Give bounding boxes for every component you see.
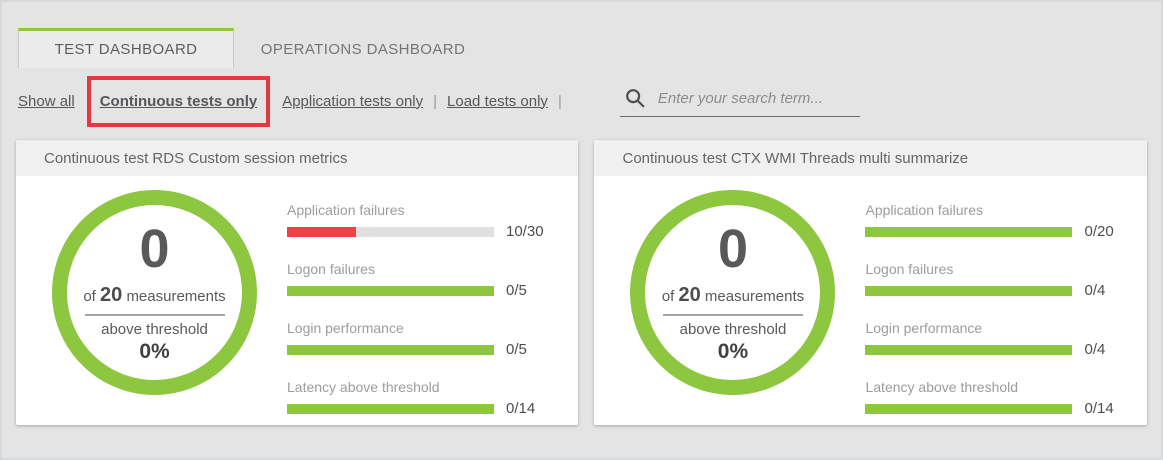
bar-fill [865, 344, 1073, 355]
bar-track [865, 226, 1073, 237]
bar-fill [865, 226, 1073, 237]
cards-row: Continuous test RDS Custom session metri… [16, 140, 1147, 425]
metric-application-failures: Application failures 0/20 [865, 202, 1114, 240]
metric-value: 0/4 [1084, 341, 1106, 358]
donut-divider [662, 313, 803, 316]
highlight-box: Continuous tests only [86, 75, 271, 127]
filter-row: Show all Continuous tests only Applicati… [18, 75, 1161, 127]
metric-value: 0/5 [506, 341, 527, 358]
card-ctx-wmi-threads-multi-summarize[interactable]: Continuous test CTX WMI Threads multi su… [594, 140, 1147, 425]
donut-of-line: of 20 measurements [83, 283, 226, 306]
donut-gauge: 0 of 20 measurements above threshold 0% [630, 190, 836, 395]
donut-above-label: above threshold [679, 320, 787, 338]
donut-divider [84, 313, 225, 316]
filter-application-tests-only[interactable]: Application tests only [282, 92, 424, 110]
metric-value: 0/4 [1084, 282, 1106, 299]
bar-track [865, 403, 1073, 414]
bar-fill [287, 344, 494, 355]
bar-track [865, 285, 1073, 296]
filter-separator: | [433, 92, 438, 110]
metric-value: 10/30 [506, 223, 544, 240]
filter-show-all[interactable]: Show all [18, 92, 75, 110]
donut-count: 0 [717, 218, 748, 279]
bar-fill [287, 226, 356, 237]
metric-login-performance: Login performance 0/5 [287, 320, 527, 358]
tab-bar: TEST DASHBOARD OPERATIONS DASHBOARD [18, 28, 1161, 68]
metric-logon-failures: Logon failures 0/4 [865, 261, 1106, 299]
donut-percent: 0% [717, 339, 749, 363]
bar-track [287, 344, 494, 355]
metric-logon-failures: Logon failures 0/5 [287, 261, 527, 299]
metric-login-performance: Login performance 0/4 [865, 320, 1106, 358]
bar-fill [287, 285, 494, 296]
card-title: Continuous test RDS Custom session metri… [16, 140, 579, 176]
metric-value: 0/20 [1084, 223, 1114, 240]
search-icon [624, 87, 646, 109]
metric-value: 0/14 [1084, 400, 1114, 417]
card-rds-custom-session-metrics[interactable]: Continuous test RDS Custom session metri… [16, 140, 579, 425]
filter-continuous-tests-only[interactable]: Continuous tests only [99, 92, 258, 110]
donut-percent: 0% [139, 339, 170, 363]
bar-fill [865, 285, 1073, 296]
metric-value: 0/5 [506, 282, 527, 299]
bar-track [287, 226, 494, 237]
card-title: Continuous test CTX WMI Threads multi su… [594, 140, 1147, 176]
search-box[interactable] [619, 85, 860, 117]
donut-gauge: 0 of 20 measurements above threshold 0% [52, 190, 257, 395]
bar-track [287, 285, 494, 296]
metric-latency-above-threshold: Latency above threshold 0/14 [287, 379, 536, 417]
bar-fill [287, 403, 494, 414]
donut-above-label: above threshold [101, 320, 208, 338]
tab-test-dashboard[interactable]: TEST DASHBOARD [18, 28, 234, 68]
metrics-list: Application failures 10/30 Logon failure… [287, 190, 544, 438]
bar-track [865, 344, 1073, 355]
bar-fill [865, 403, 1073, 414]
filter-load-tests-only[interactable]: Load tests only [447, 92, 548, 110]
metric-value: 0/14 [506, 400, 536, 417]
metric-application-failures: Application failures 10/30 [287, 202, 544, 240]
donut-count: 0 [139, 218, 170, 279]
tab-operations-dashboard[interactable]: OPERATIONS DASHBOARD [260, 41, 466, 58]
search-input[interactable] [657, 89, 853, 107]
filter-separator: | [557, 92, 562, 110]
metric-latency-above-threshold: Latency above threshold 0/14 [865, 379, 1114, 417]
metrics-list: Application failures 0/20 Logon failures [865, 190, 1114, 438]
bar-track [287, 403, 494, 414]
donut-of-line: of 20 measurements [661, 283, 805, 306]
